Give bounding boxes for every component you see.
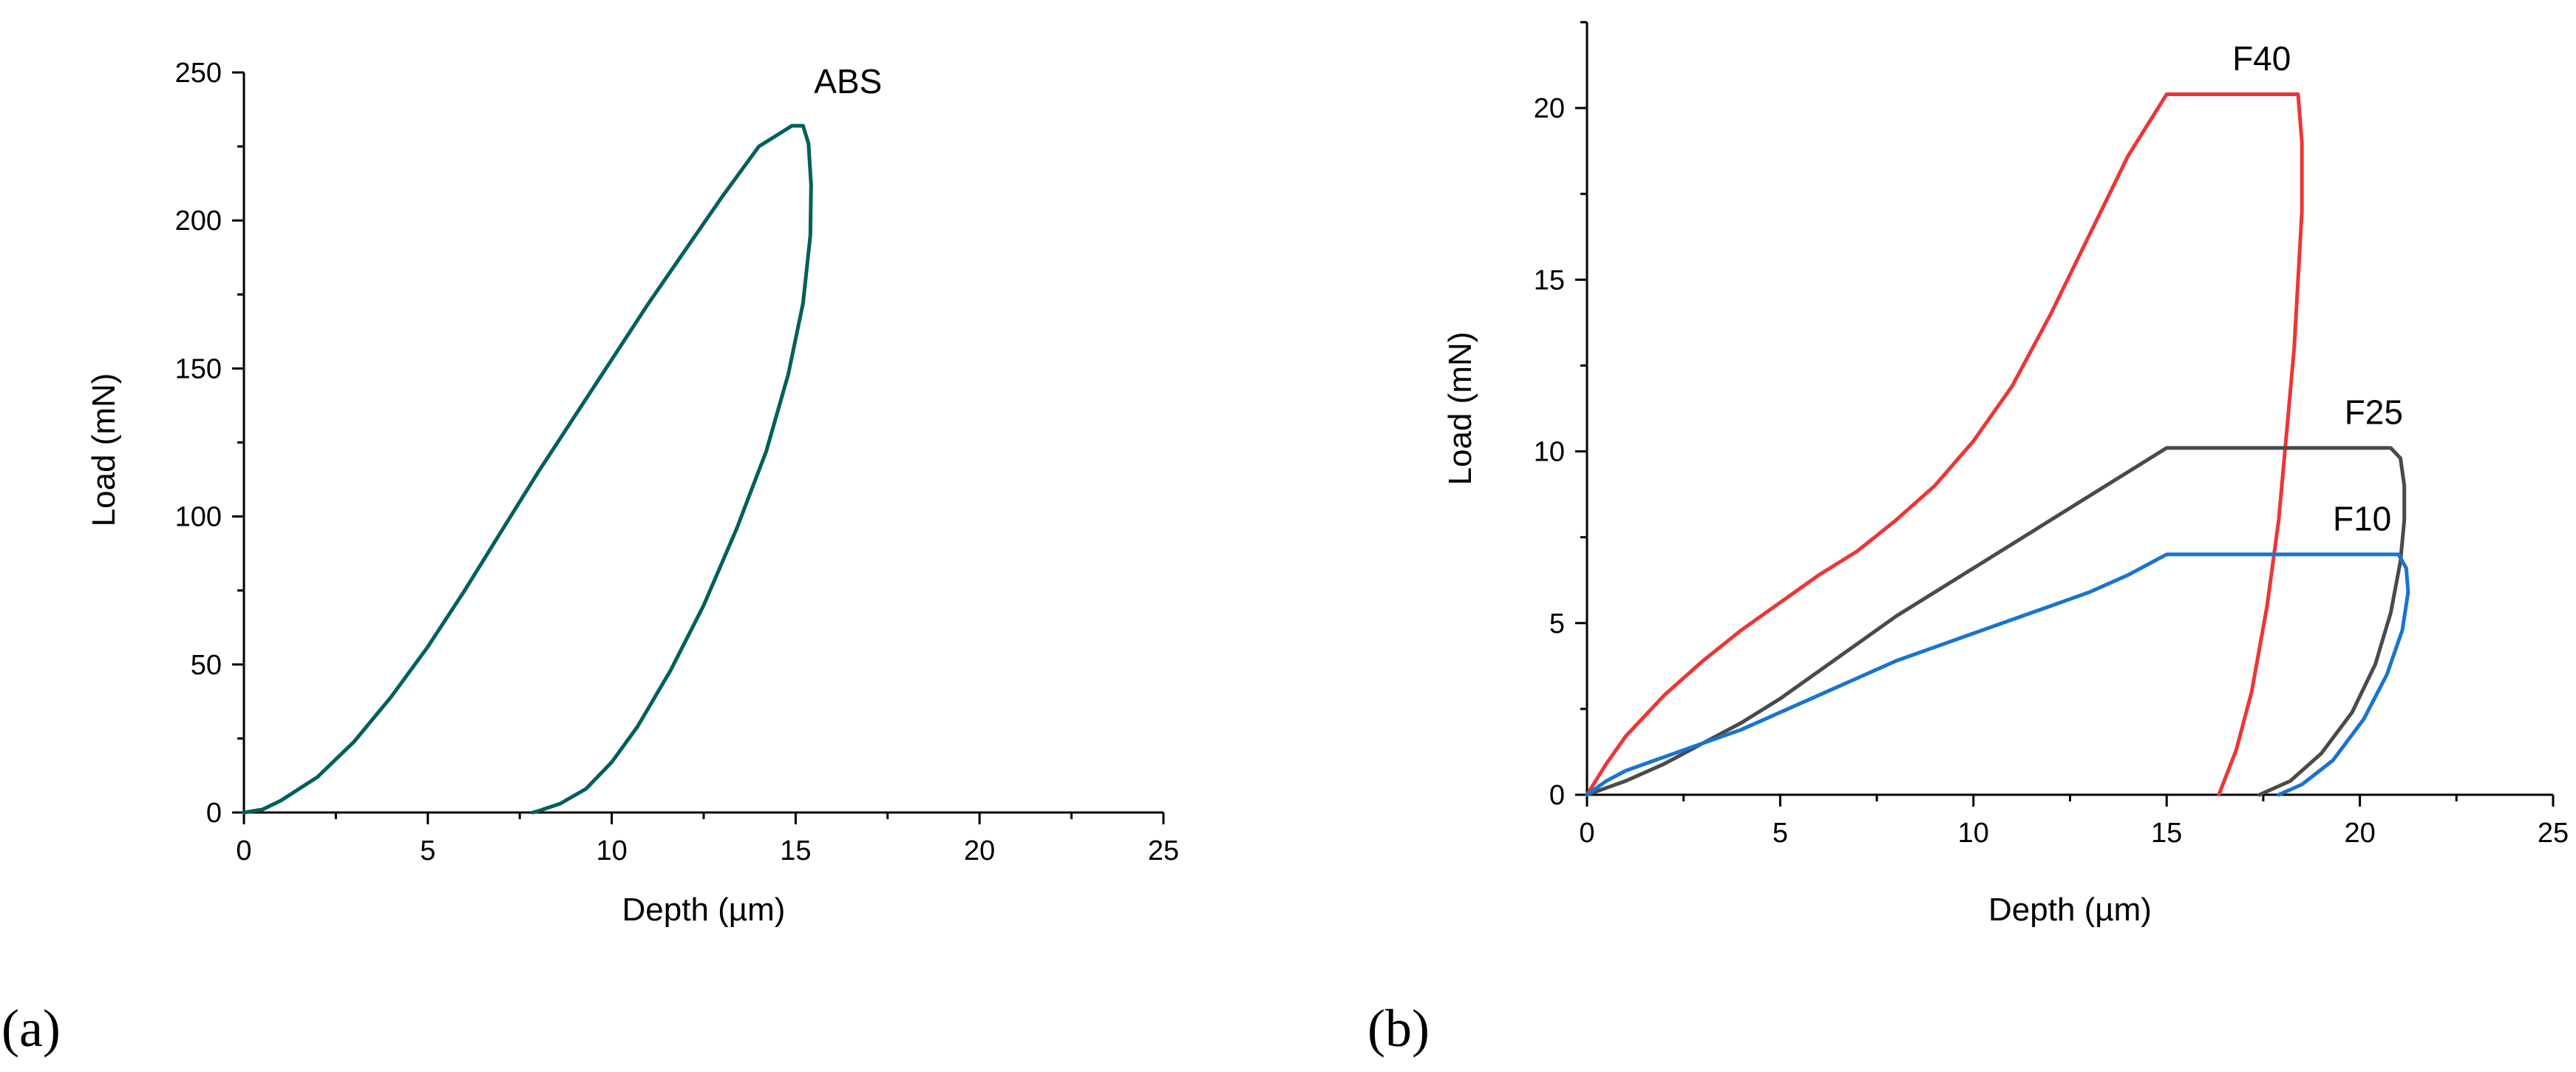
y-tick-label: 0 bbox=[1549, 780, 1565, 811]
series-label-f40: F40 bbox=[2232, 39, 2291, 78]
series-label-f25: F25 bbox=[2345, 393, 2403, 431]
x-tick-label: 10 bbox=[596, 835, 627, 866]
y-tick-label: 100 bbox=[175, 502, 222, 533]
x-tick-label: 10 bbox=[1958, 818, 1989, 849]
y-axis-title: Load (mN) bbox=[1442, 332, 1478, 486]
x-tick-label: 15 bbox=[780, 835, 811, 866]
y-tick-label: 5 bbox=[1549, 608, 1565, 640]
x-tick-label: 25 bbox=[1148, 835, 1179, 866]
y-tick-label: 0 bbox=[206, 798, 222, 829]
y-tick-label: 150 bbox=[175, 353, 222, 384]
series-line-f10 bbox=[1585, 552, 2410, 797]
series-label-f10: F10 bbox=[2333, 499, 2391, 537]
panel-b-chart: 0 5 10 15 20 25 0 5 10 15 20 Depth (µm) Load (mN) F40… bbox=[1367, 21, 2569, 1058]
series-label-abs: ABS bbox=[814, 62, 882, 101]
series-line-abs bbox=[242, 123, 813, 815]
x-tick-label: 15 bbox=[2151, 818, 2182, 849]
series-line-f25 bbox=[1585, 446, 2407, 797]
x-tick-label: 20 bbox=[964, 835, 995, 866]
y-tick-label: 50 bbox=[191, 650, 222, 681]
panel-label: (a) bbox=[1, 999, 61, 1058]
y-tick-label: 10 bbox=[1534, 437, 1565, 468]
x-tick-label: 0 bbox=[1579, 818, 1594, 849]
y-axis-title: Load (mN) bbox=[86, 373, 122, 527]
panel-label: (b) bbox=[1367, 999, 1430, 1058]
y-tick-label: 200 bbox=[175, 206, 222, 237]
x-tick-label: 0 bbox=[236, 835, 251, 866]
x-tick-label: 20 bbox=[2344, 818, 2375, 849]
x-tick-label: 5 bbox=[1773, 818, 1788, 849]
series-line-f40 bbox=[1585, 92, 2304, 797]
x-tick-label: 25 bbox=[2538, 818, 2569, 849]
x-axis-title: Depth (µm) bbox=[1988, 892, 2152, 928]
x-axis-title: Depth (µm) bbox=[622, 892, 786, 928]
y-tick-label: 20 bbox=[1534, 93, 1565, 124]
y-tick-label: 15 bbox=[1534, 265, 1565, 296]
y-tick-label: 250 bbox=[175, 58, 222, 89]
x-tick-label: 5 bbox=[420, 835, 435, 866]
